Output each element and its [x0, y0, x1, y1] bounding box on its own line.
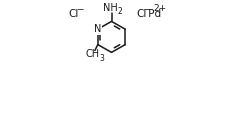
Text: Cl: Cl — [69, 9, 79, 19]
Text: −: − — [143, 4, 150, 13]
Text: −: − — [76, 4, 83, 13]
Text: Pd: Pd — [145, 9, 161, 19]
Text: 3: 3 — [100, 54, 104, 63]
Text: N: N — [94, 24, 101, 34]
Text: CH: CH — [86, 49, 100, 59]
Text: Cl: Cl — [136, 9, 146, 19]
Text: NH: NH — [103, 3, 118, 13]
Text: 2+: 2+ — [154, 4, 167, 13]
Text: 2: 2 — [117, 7, 122, 16]
